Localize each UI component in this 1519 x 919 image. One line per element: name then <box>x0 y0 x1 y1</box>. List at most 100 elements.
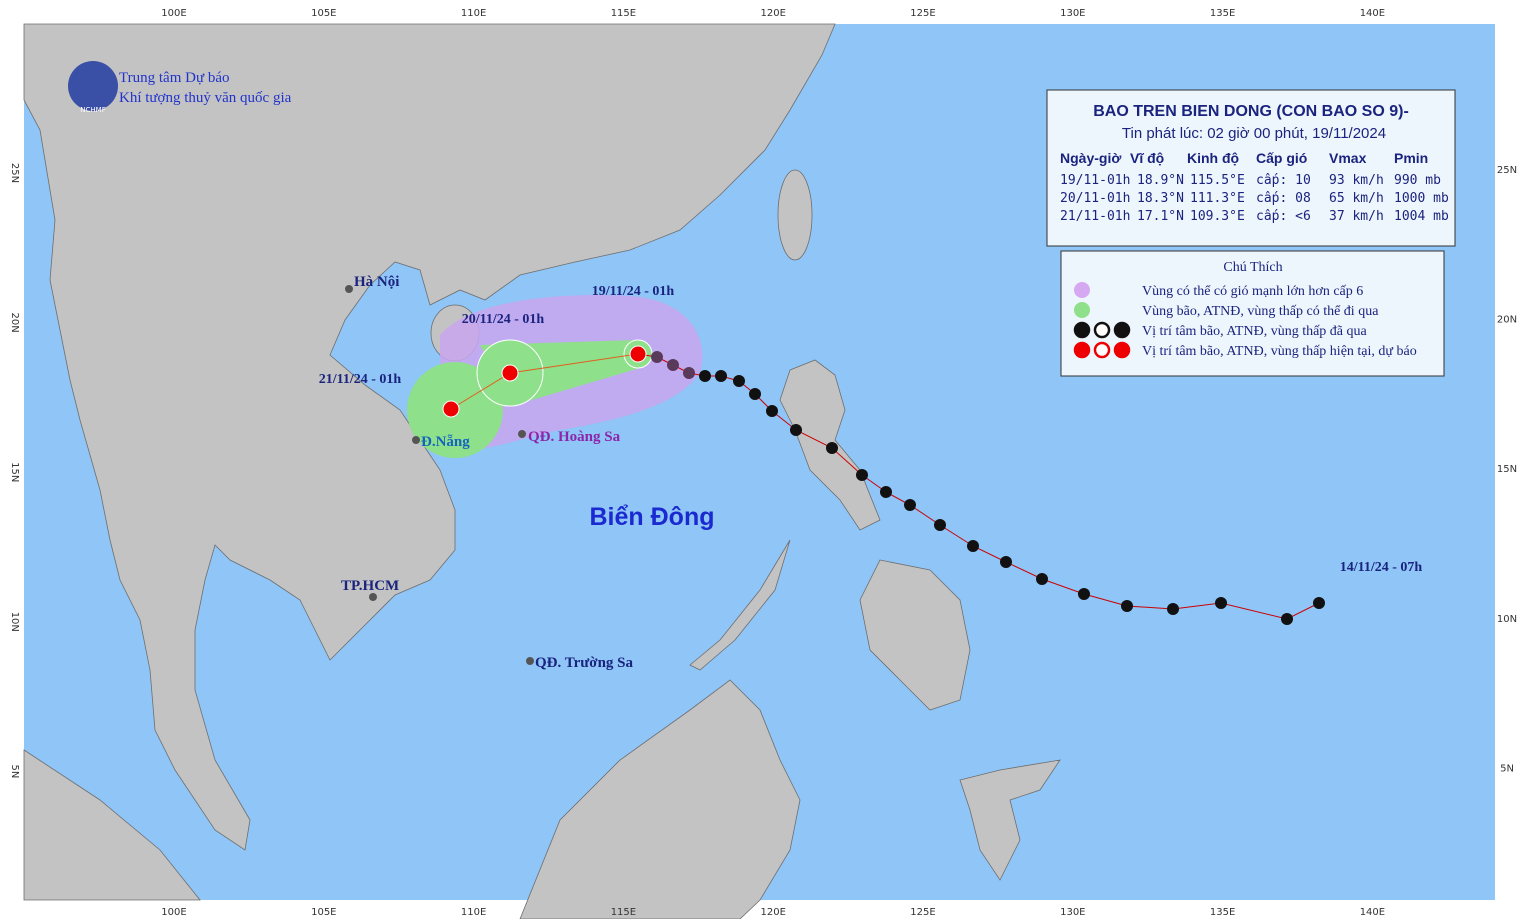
lat-label: 15N <box>9 462 20 482</box>
lon-label: 130E <box>1060 8 1085 19</box>
forecast-position <box>442 400 460 418</box>
lon-label: 115E <box>611 8 636 19</box>
table-cell: cấp: 10 <box>1256 173 1311 188</box>
lat-label: 25N <box>1497 165 1517 176</box>
legend-swatch <box>1074 302 1090 318</box>
table-cell: 20/11-01h <box>1060 191 1130 206</box>
lon-label: 125E <box>910 907 935 918</box>
lon-label: 115E <box>611 907 636 918</box>
table-cell: 18.3°N <box>1137 191 1184 206</box>
past-position <box>733 375 745 387</box>
logo-line: Khí tượng thuỷ văn quốc gia <box>119 90 292 106</box>
place-label: TP.HCM <box>341 578 399 594</box>
lat-label: 20N <box>1497 315 1517 326</box>
lon-label: 125E <box>910 8 935 19</box>
place-dot <box>412 436 420 444</box>
track-label: 19/11/24 - 01h <box>592 284 675 299</box>
legend-item: Vùng bão, ATNĐ, vùng thấp có thể đi qua <box>1142 304 1379 319</box>
lat-label: 5N <box>1500 763 1514 774</box>
lon-label: 110E <box>461 8 486 19</box>
past-position <box>934 519 946 531</box>
past-position <box>667 359 679 371</box>
legend-item: Vị trí tâm bão, ATNĐ, vùng thấp hiện tại… <box>1142 344 1417 359</box>
past-position <box>1000 556 1012 568</box>
table-cell: 115.5°E <box>1190 173 1245 188</box>
place-label: Hà Nội <box>354 274 399 290</box>
place-label: QĐ. Trường Sa <box>535 655 634 671</box>
info-subtitle: Tin phát lúc: 02 giờ 00 phút, 19/11/2024 <box>1122 125 1386 142</box>
lon-label: 140E <box>1360 8 1385 19</box>
legend-swatch <box>1093 321 1111 339</box>
track-label: 14/11/24 - 07h <box>1340 560 1423 575</box>
legend-swatch <box>1093 341 1111 359</box>
forecast-position <box>629 345 647 363</box>
forecast-position <box>501 364 519 382</box>
past-position <box>766 405 778 417</box>
table-header: Pmin <box>1394 150 1428 166</box>
place-label: QĐ. Hoàng Sa <box>528 429 621 445</box>
place-dot <box>369 593 377 601</box>
past-position <box>1215 597 1227 609</box>
table-header: Ngày-giờ <box>1060 150 1121 166</box>
legend-title: Chú Thích <box>1223 260 1282 275</box>
past-position <box>1313 597 1325 609</box>
lat-label: 25N <box>9 163 20 183</box>
track-label: 20/11/24 - 01h <box>462 312 545 327</box>
past-position <box>651 351 663 363</box>
logo-line: Trung tâm Dự báo <box>119 70 230 86</box>
legend-item: Vị trí tâm bão, ATNĐ, vùng thấp đã qua <box>1142 324 1368 339</box>
lon-label: 110E <box>461 907 486 918</box>
table-cell: 21/11-01h <box>1060 209 1130 224</box>
past-position <box>826 442 838 454</box>
table-cell: 990 mb <box>1394 173 1441 188</box>
past-position <box>1036 573 1048 585</box>
table-cell: 111.3°E <box>1190 191 1245 206</box>
lon-label: 135E <box>1210 907 1235 918</box>
place-dot <box>526 657 534 665</box>
lon-label: 130E <box>1060 907 1085 918</box>
info-title: BAO TREN BIEN DONG (CON BAO SO 9)- <box>1093 103 1409 120</box>
table-header: Vĩ độ <box>1130 150 1164 166</box>
track-label: 21/11/24 - 01h <box>319 372 402 387</box>
sea-label: Biển Đông <box>590 503 715 531</box>
lon-label: 100E <box>161 907 186 918</box>
lat-label: 15N <box>1497 464 1517 475</box>
lon-label: 120E <box>760 907 785 918</box>
past-position <box>683 367 695 379</box>
legend-swatch <box>1073 321 1091 339</box>
lon-label: 100E <box>161 8 186 19</box>
track <box>442 345 1325 625</box>
past-position <box>749 388 761 400</box>
past-position <box>790 424 802 436</box>
lat-label: 10N <box>1497 614 1517 625</box>
table-header: Cấp gió <box>1256 150 1307 166</box>
table-header: Vmax <box>1329 150 1367 166</box>
past-position <box>1121 600 1133 612</box>
lat-label: 5N <box>9 764 20 778</box>
place-dot <box>518 430 526 438</box>
past-position <box>856 469 868 481</box>
place-label: Đ.Nẵng <box>421 434 470 450</box>
table-cell: 19/11-01h <box>1060 173 1130 188</box>
past-position <box>1078 588 1090 600</box>
logo <box>68 61 118 111</box>
lon-label: 135E <box>1210 8 1235 19</box>
lat-label: 10N <box>9 612 20 632</box>
legend-swatch <box>1073 341 1091 359</box>
lon-label: 140E <box>1360 907 1385 918</box>
past-position <box>715 370 727 382</box>
table-cell: 1000 mb <box>1394 191 1449 206</box>
past-position <box>699 370 711 382</box>
lon-label: 105E <box>311 8 336 19</box>
table-cell: 1004 mb <box>1394 209 1449 224</box>
table-cell: cấp: <6 <box>1256 209 1311 224</box>
table-cell: 65 km/h <box>1329 191 1384 206</box>
place-dot <box>345 285 353 293</box>
table-header: Kinh độ <box>1187 150 1239 166</box>
table-cell: 109.3°E <box>1190 209 1245 224</box>
past-position <box>1167 603 1179 615</box>
table-cell: 93 km/h <box>1329 173 1384 188</box>
table-cell: 37 km/h <box>1329 209 1384 224</box>
table-cell: 17.1°N <box>1137 209 1184 224</box>
